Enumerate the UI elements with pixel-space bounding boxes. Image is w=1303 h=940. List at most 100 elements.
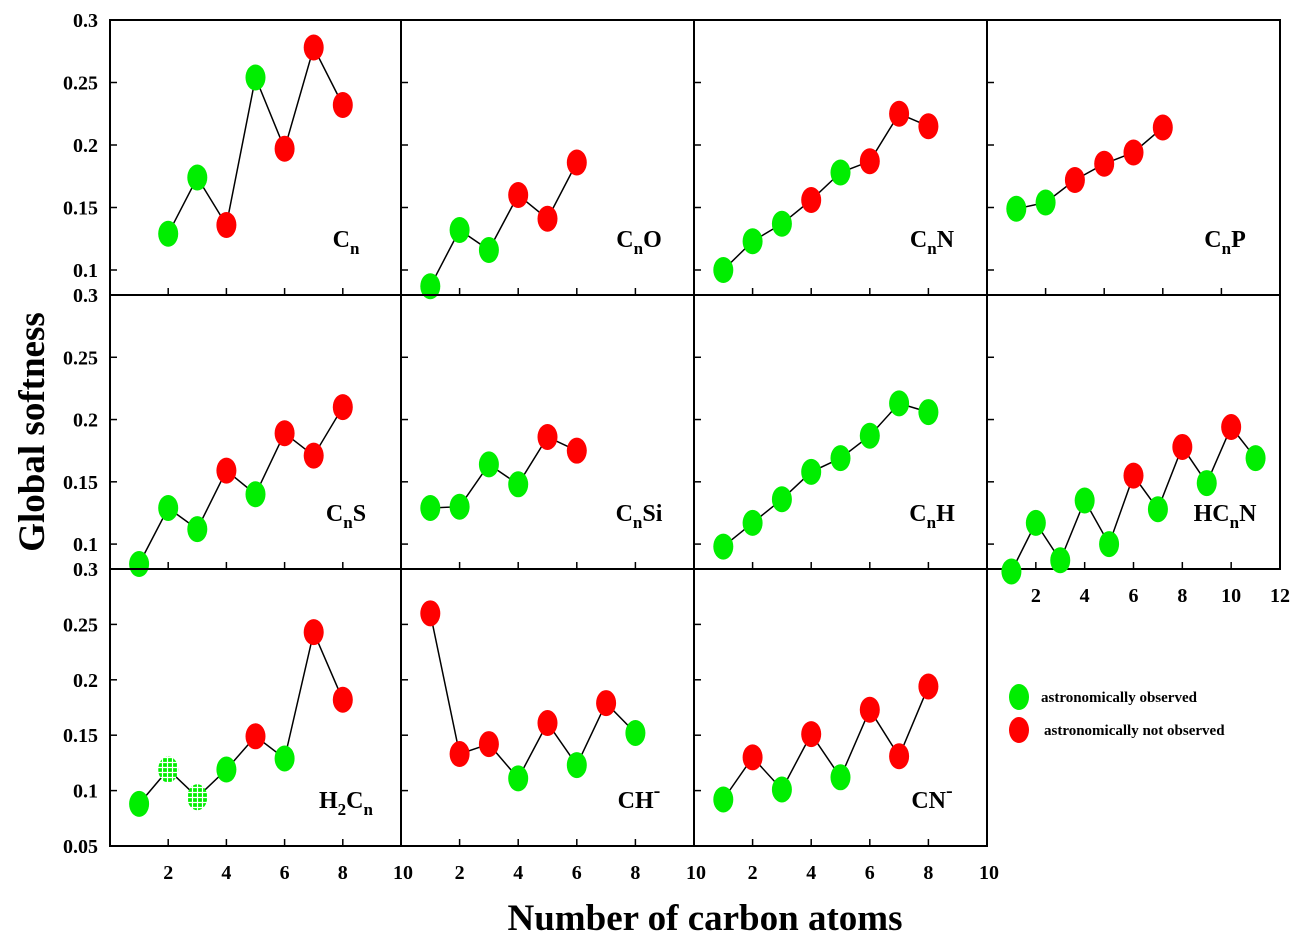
panel-frame [400, 19, 695, 296]
panel-label: CnN [910, 227, 955, 258]
data-point [245, 723, 266, 750]
x-tick-label: 4 [806, 862, 816, 884]
x-tick-label: 2 [163, 862, 173, 884]
panel-label: CnS [326, 501, 366, 532]
data-point [187, 784, 208, 811]
data-point [889, 390, 910, 417]
y-tick-label: 0.2 [73, 670, 98, 692]
series-line [138, 406, 344, 565]
data-point [918, 113, 939, 140]
x-tick-label: 10 [1221, 585, 1241, 607]
data-point [537, 423, 558, 450]
x-axis-title: Number of carbon atoms [508, 898, 903, 939]
data-point [187, 516, 208, 543]
data-point [859, 422, 880, 449]
x-tick-label: 4 [513, 862, 523, 884]
y-axis-title: Global softness [12, 312, 53, 552]
data-point [830, 159, 851, 186]
panel-6: CnH [693, 294, 988, 570]
data-point [830, 445, 851, 472]
x-tick-label: 6 [280, 862, 290, 884]
data-point [245, 64, 266, 91]
data-point [566, 437, 587, 464]
data-point [274, 420, 295, 447]
data-point [216, 457, 237, 484]
data-point [1147, 496, 1168, 523]
data-point [332, 92, 353, 118]
data-point [303, 442, 324, 469]
data-point [918, 673, 939, 700]
data-point [742, 228, 763, 255]
data-point [1152, 114, 1173, 141]
x-tick-label: 4 [1080, 585, 1090, 607]
panel-9: 2 4 6 8 10 CH- [400, 568, 706, 884]
data-point [918, 399, 939, 426]
data-point [771, 486, 792, 513]
panel-label: CnP [1204, 227, 1245, 258]
data-point [274, 135, 295, 162]
data-point [801, 721, 822, 748]
data-point [158, 220, 179, 247]
data-point [449, 493, 470, 520]
y-tick-label: 0.3 [73, 10, 98, 32]
data-point [245, 481, 266, 508]
panel-frame [693, 568, 988, 847]
data-point [1172, 433, 1193, 460]
x-tick-label: 6 [572, 862, 582, 884]
data-point [771, 776, 792, 803]
data-point [1245, 445, 1266, 472]
panel-4: 0.1 0.15 0.2 0.25 0.3 CnS [63, 285, 402, 578]
legend-label-observed: astronomically observed [1041, 690, 1198, 706]
data-point [742, 744, 763, 771]
data-point [537, 710, 558, 737]
data-point [830, 764, 851, 791]
data-point [420, 273, 441, 300]
series-line [722, 686, 930, 800]
panel-label: CN- [911, 780, 952, 814]
series-line [430, 436, 578, 509]
panels-layer: 0.10.150.20.250.3Cn CnO CnN CnP0.10.150.20.… [63, 10, 1290, 884]
data-point [801, 187, 822, 213]
data-point [713, 533, 734, 560]
data-point [801, 458, 822, 485]
x-tick-label: 8 [338, 862, 348, 884]
data-point [478, 451, 499, 478]
data-point [478, 237, 499, 263]
y-tick-label: 0.3 [73, 559, 98, 581]
x-tick-label: 10 [393, 862, 413, 884]
data-point [537, 205, 558, 232]
y-tick-label: 0.25 [63, 614, 98, 636]
panel-frame [693, 294, 988, 570]
panel-7: 2 4 6 8 10 12 HCnN [986, 294, 1290, 607]
y-tick-label: 0.3 [73, 285, 98, 307]
y-tick-label: 0.15 [63, 725, 98, 747]
data-point [1025, 509, 1046, 536]
panel-label: H2Cn [319, 788, 374, 819]
data-point [1196, 470, 1217, 497]
data-point [566, 752, 587, 779]
panel-label: CnH [909, 501, 955, 532]
x-tick-label: 12 [1270, 585, 1290, 607]
panel-10: 2 4 6 8 10 CN- [693, 568, 999, 884]
data-point [332, 686, 353, 713]
data-point [1123, 462, 1144, 489]
panel-label: CnSi [616, 501, 663, 532]
legend-label-not-observed: astronomically not observed [1044, 723, 1225, 739]
data-point [1123, 139, 1144, 166]
panel-label: Cn [333, 227, 360, 258]
legend-marker-not-observed [1009, 717, 1029, 743]
data-point [713, 257, 734, 283]
y-tick-label: 0.2 [73, 410, 98, 432]
panel-1: CnO [400, 19, 695, 300]
data-point [508, 182, 529, 208]
data-point [449, 217, 470, 243]
x-tick-label: 8 [923, 862, 933, 884]
x-tick-label: 6 [865, 862, 875, 884]
panel-3: CnP [986, 19, 1281, 296]
data-point [889, 100, 910, 127]
data-point [596, 690, 617, 717]
x-tick-label: 2 [748, 862, 758, 884]
panel-frame [109, 294, 402, 570]
data-point [508, 471, 529, 498]
data-point [859, 696, 880, 723]
